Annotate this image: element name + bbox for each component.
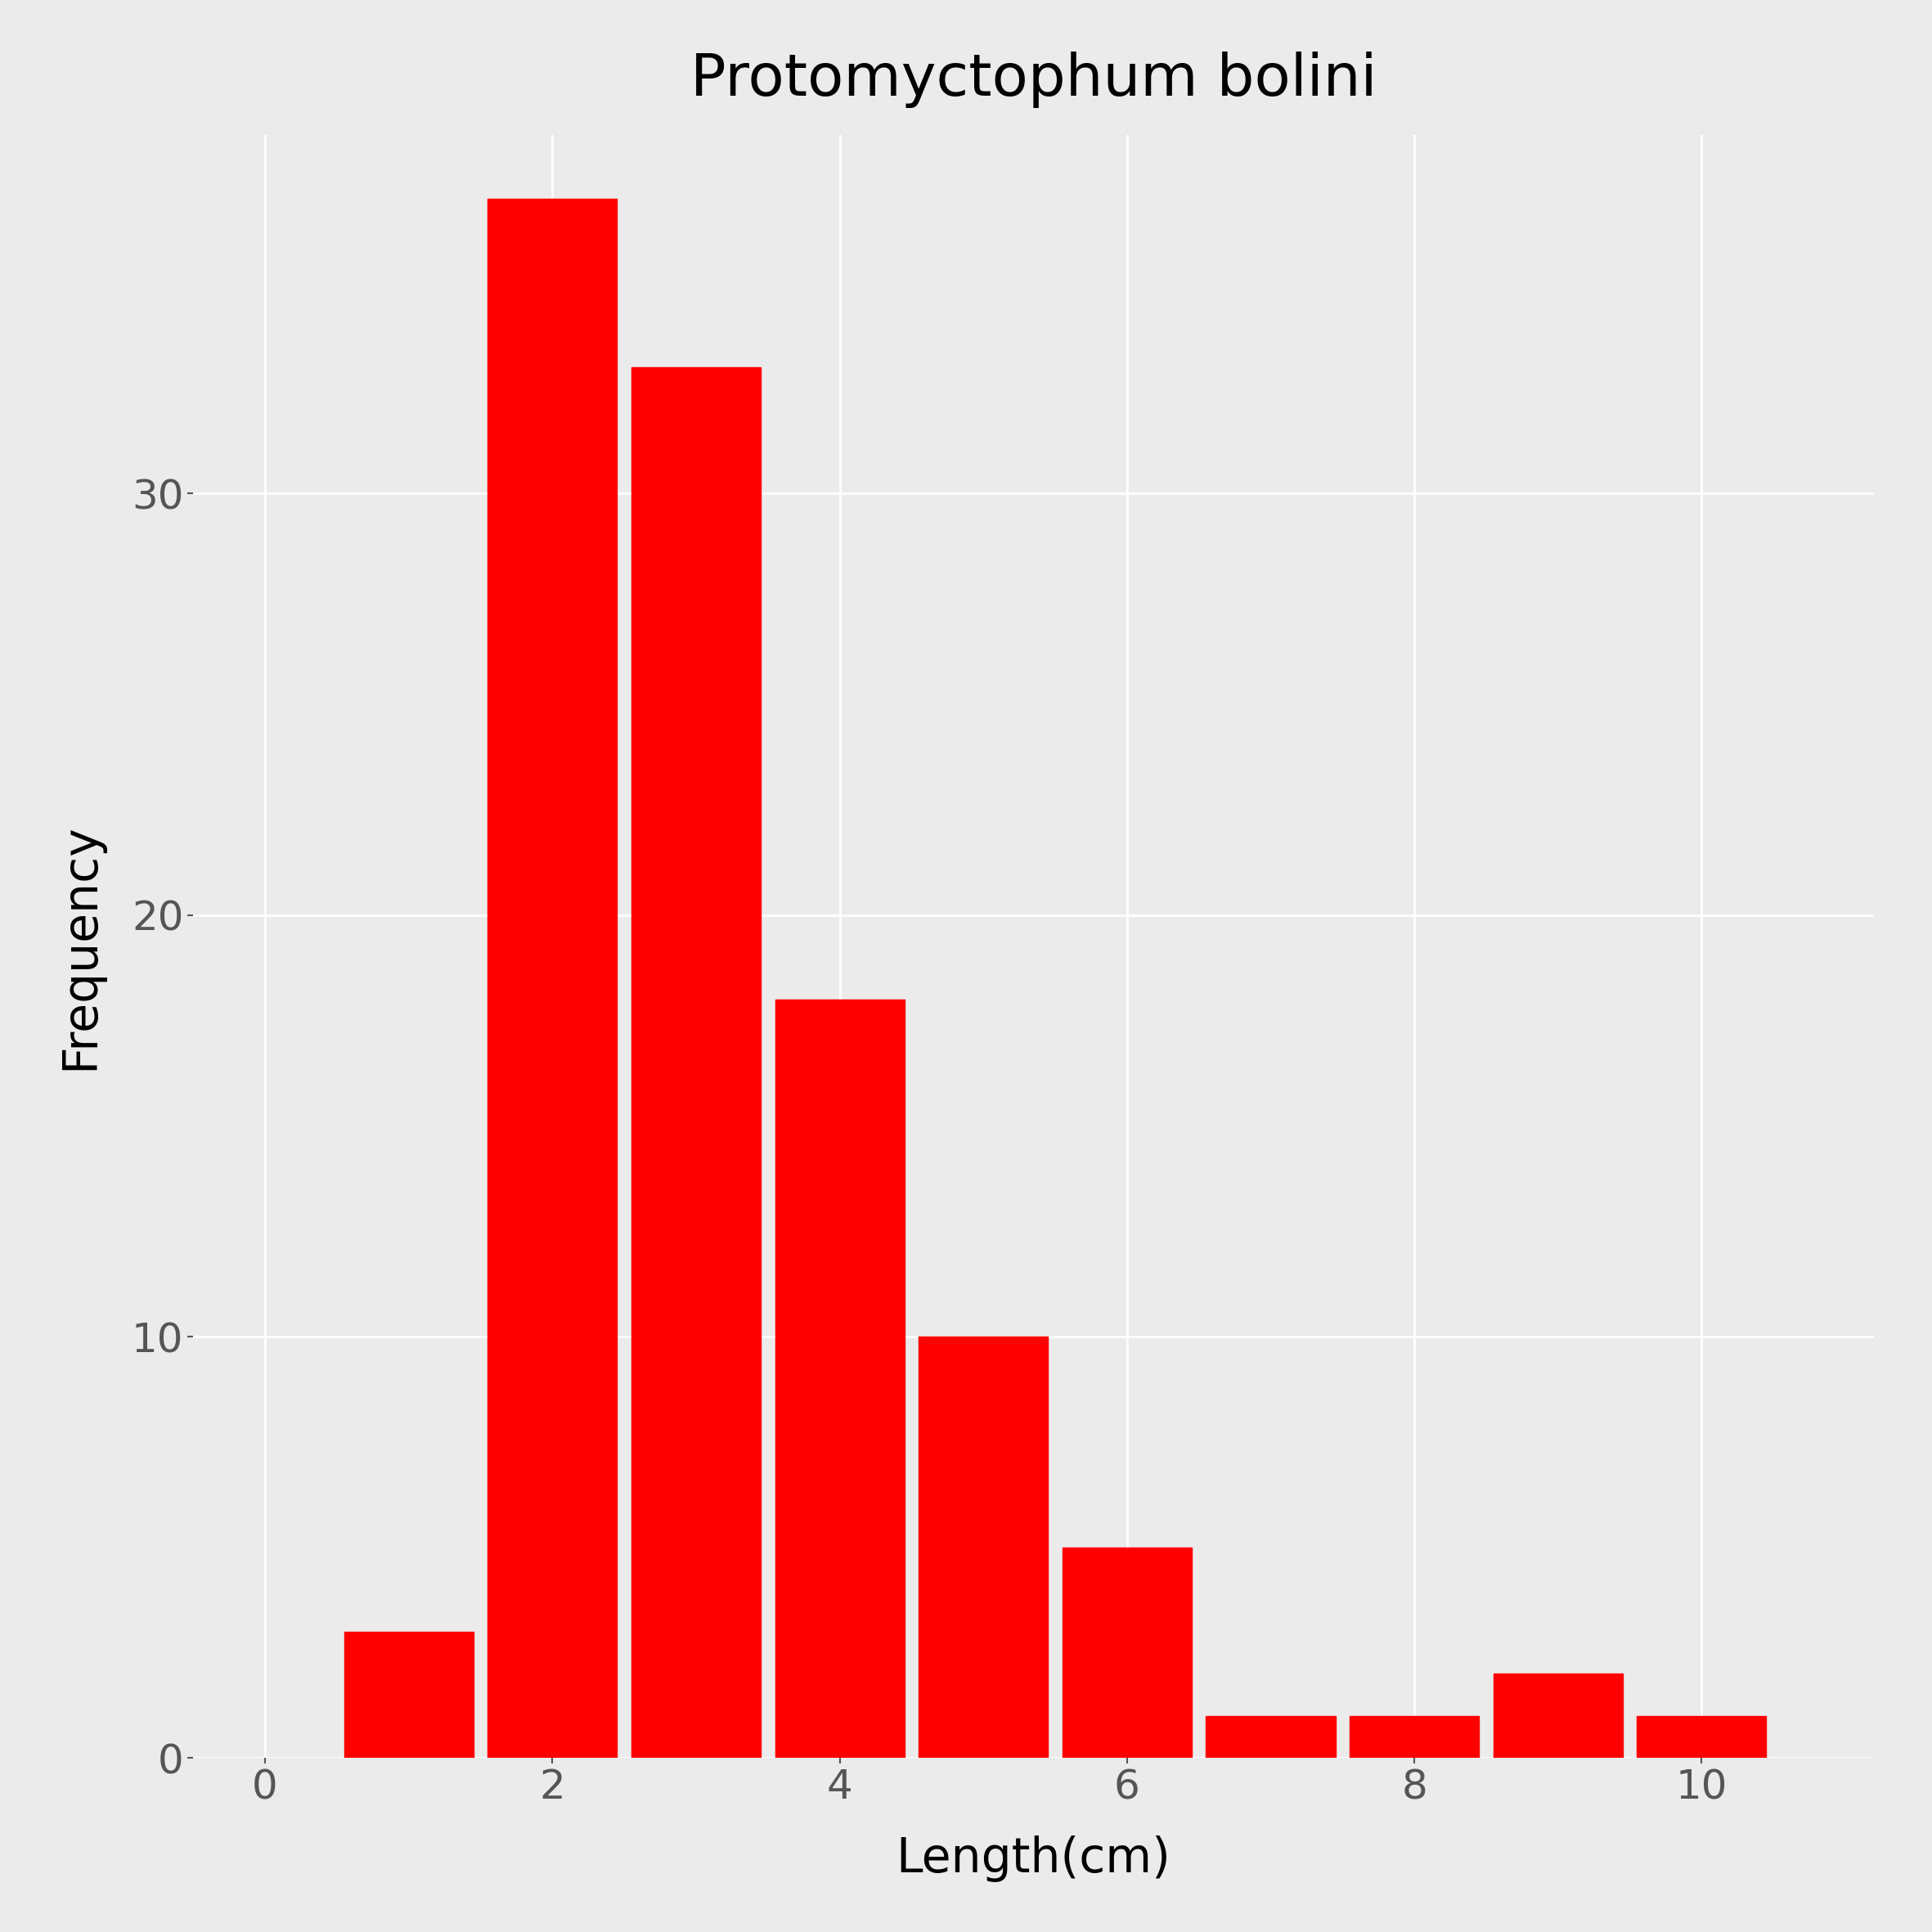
Bar [1350,1716,1480,1758]
Title: Protomyctophum bolini: Protomyctophum bolini [690,52,1378,108]
Bar [1636,1716,1766,1758]
Y-axis label: Frequency: Frequency [56,823,102,1070]
Bar [344,1633,473,1758]
Bar [1493,1673,1623,1758]
Bar [920,1337,1047,1758]
Bar [487,199,616,1758]
X-axis label: Length(cm): Length(cm) [896,1835,1171,1882]
Bar [1063,1548,1192,1758]
Bar [775,999,904,1758]
Bar [1206,1716,1335,1758]
Bar [632,367,761,1758]
